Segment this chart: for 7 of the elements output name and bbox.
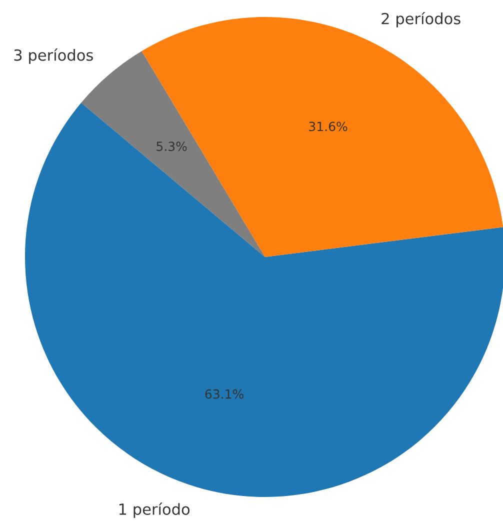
pie-slice [25, 102, 503, 497]
slice-label: 2 períodos [382, 12, 460, 28]
slice-label: 1 período [119, 502, 190, 518]
data-label: 31.6% [309, 122, 348, 132]
slice-label: 3 períodos [14, 48, 93, 64]
data-label: 5.3% [156, 142, 187, 152]
data-label: 63.1% [205, 389, 244, 399]
